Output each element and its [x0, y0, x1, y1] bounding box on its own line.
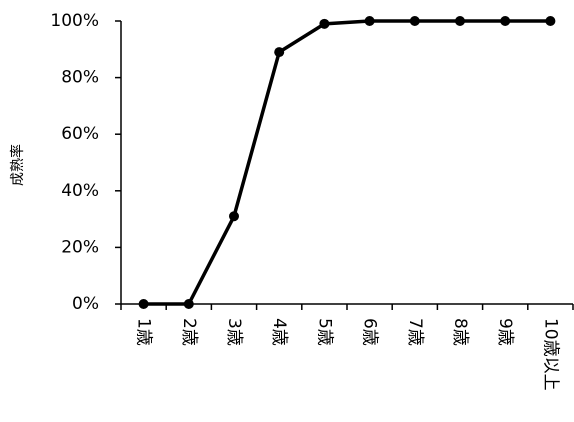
point [319, 18, 330, 29]
point [274, 47, 285, 58]
point [183, 299, 194, 309]
y-tick-label: 100% [50, 11, 99, 31]
y-tick-label: 20% [61, 237, 99, 257]
x-tick-label: 4歳 [269, 318, 289, 346]
y-axis-label: 成熟率 [9, 144, 26, 186]
point [409, 16, 420, 26]
y-tick-label: 60% [61, 124, 99, 144]
x-tick-label: 10歳以上 [540, 318, 560, 391]
x-tick-label: 5歳 [314, 318, 334, 346]
point [545, 16, 556, 26]
x-tick-label: 9歳 [495, 318, 515, 346]
x-tick-label: 2歳 [179, 318, 199, 346]
x-tick-label: 7歳 [405, 318, 425, 346]
point [138, 299, 149, 309]
x-tick-label: 3歳 [224, 318, 244, 346]
point [455, 16, 465, 26]
line [143, 19, 551, 306]
x-tick-label: 1歳 [134, 318, 154, 346]
y-tick-label: 80% [61, 68, 99, 88]
x-tick-label: 8歳 [450, 318, 470, 346]
point [500, 16, 511, 26]
point [229, 211, 239, 222]
x-tick-label: 6歳 [360, 318, 380, 346]
point [364, 16, 375, 26]
y-tick-label: 40% [61, 181, 99, 201]
y-tick-label: 0% [72, 294, 99, 314]
